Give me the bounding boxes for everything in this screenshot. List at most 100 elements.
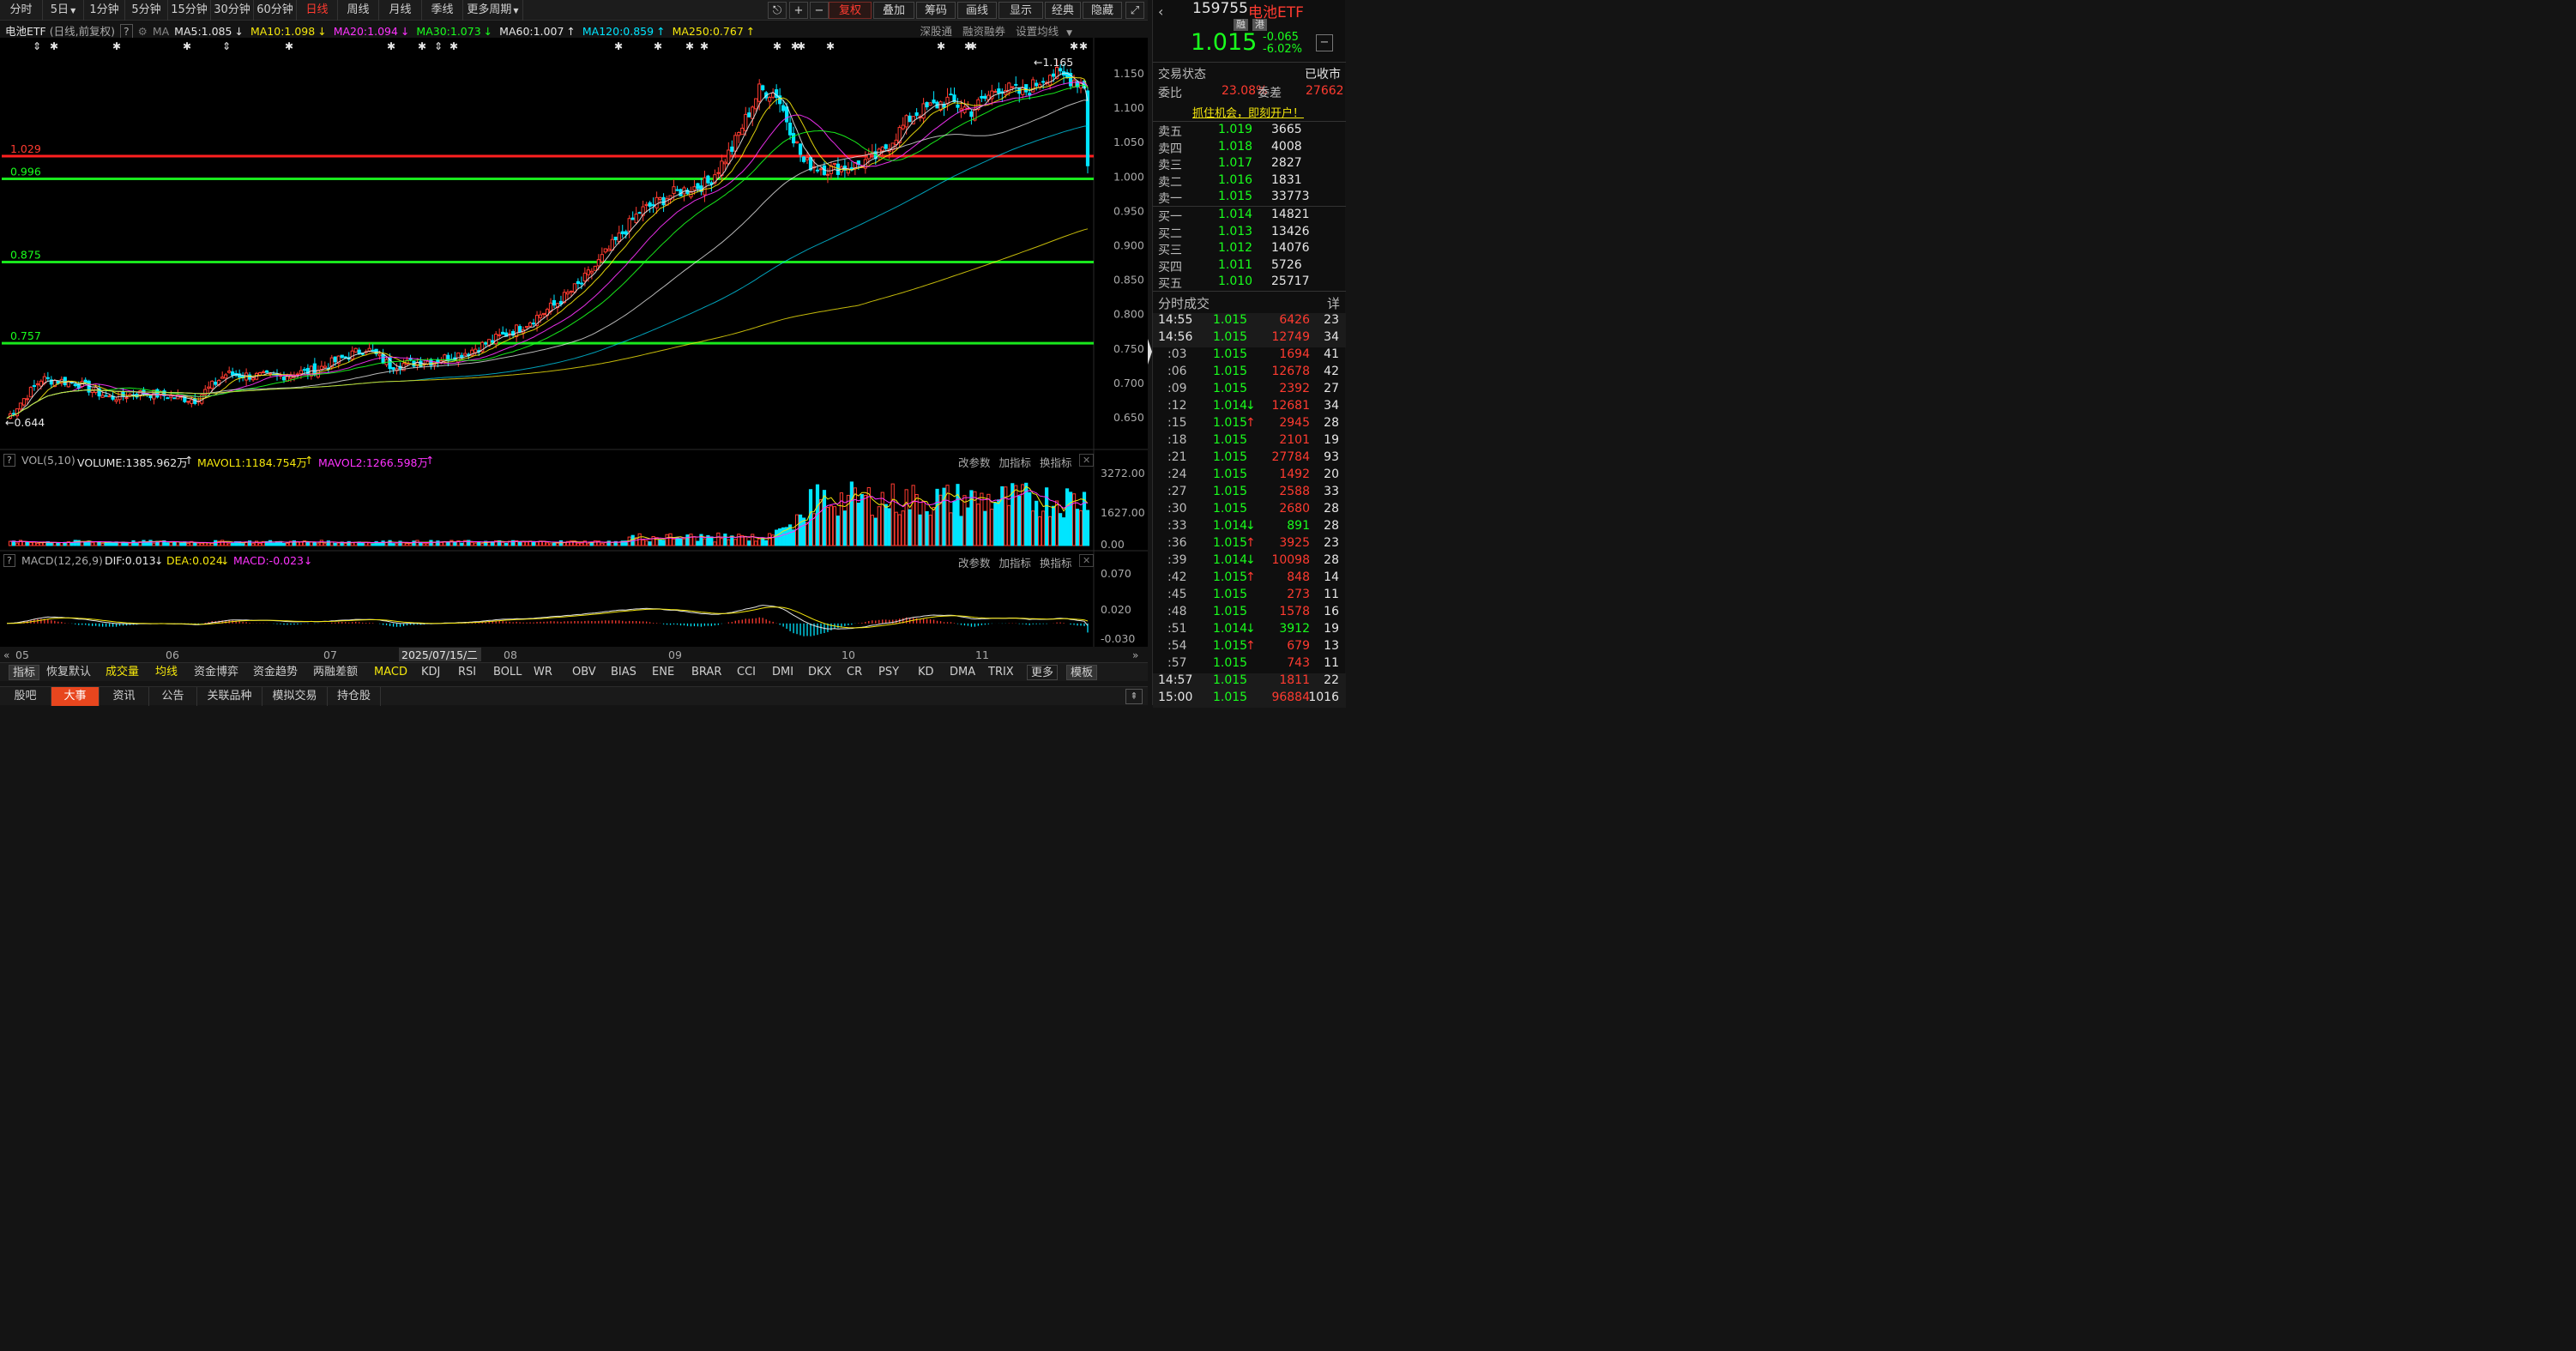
toolbar-hide-button[interactable]: 隐藏 bbox=[1083, 2, 1122, 19]
period-tab-10[interactable]: 季线 bbox=[422, 0, 463, 21]
volume-bars[interactable] bbox=[8, 481, 1090, 546]
period-tab-3[interactable]: 5分钟 bbox=[125, 0, 168, 21]
candlesticks[interactable] bbox=[8, 59, 1090, 419]
minus-icon[interactable]: − bbox=[810, 2, 829, 19]
pane-link-2[interactable]: 换指标 bbox=[1040, 557, 1072, 570]
legend-link-2[interactable]: 设置均线 bbox=[1016, 25, 1059, 38]
event-marker[interactable]: ⇕ bbox=[33, 40, 41, 52]
event-marker[interactable]: ✱ bbox=[773, 40, 781, 52]
indicator-tab-19[interactable]: CR bbox=[847, 666, 863, 679]
chevron-down-icon[interactable]: ▼ bbox=[1066, 29, 1072, 38]
help-icon[interactable]: ? bbox=[3, 454, 15, 467]
event-marker[interactable]: ✱ bbox=[183, 40, 191, 52]
bid-row[interactable]: 买四 1.011 5726 bbox=[1153, 258, 1346, 275]
indicator-tab-18[interactable]: DKX bbox=[808, 666, 832, 679]
period-tab-9[interactable]: 月线 bbox=[379, 0, 422, 21]
event-marker[interactable]: ✱ bbox=[418, 40, 426, 52]
event-marker[interactable]: ✱ bbox=[614, 40, 623, 52]
period-tab-2[interactable]: 1分钟 bbox=[84, 0, 125, 21]
indicator-tab-12[interactable]: OBV bbox=[572, 666, 596, 679]
indicator-tab-7[interactable]: MACD bbox=[374, 666, 407, 679]
bottom-tab-4[interactable]: 关联品种 bbox=[197, 687, 262, 706]
event-marker[interactable]: ✱ bbox=[964, 40, 973, 52]
event-marker[interactable]: ✱ bbox=[700, 40, 709, 52]
indicator-tab-11[interactable]: WR bbox=[534, 666, 552, 679]
period-tab-8[interactable]: 周线 bbox=[338, 0, 379, 21]
close-icon[interactable]: ✕ bbox=[1079, 554, 1095, 567]
event-marker[interactable]: ⇕ bbox=[434, 40, 443, 52]
bottom-tab-0[interactable]: 股吧 bbox=[0, 687, 51, 706]
fullscreen-icon[interactable]: ⤢ bbox=[1125, 2, 1144, 19]
expand-icon[interactable]: ⇞ bbox=[1125, 689, 1143, 704]
bid-row[interactable]: 买三 1.012 14076 bbox=[1153, 241, 1346, 258]
toolbar-overlay-button[interactable]: 叠加 bbox=[873, 2, 914, 19]
minus-icon[interactable]: − bbox=[1316, 34, 1333, 51]
event-marker[interactable]: ✱ bbox=[826, 40, 835, 52]
bottom-tab-3[interactable]: 公告 bbox=[149, 687, 197, 706]
legend-link-1[interactable]: 融资融券 bbox=[962, 25, 1006, 38]
period-tab-6[interactable]: 60分钟 bbox=[254, 0, 297, 21]
bottom-tab-1[interactable]: 大事 bbox=[51, 687, 100, 706]
chevron-left-icon[interactable]: ‹ bbox=[1158, 3, 1164, 20]
bid-row[interactable]: 买一 1.014 14821 bbox=[1153, 208, 1346, 225]
indicator-tab-14[interactable]: ENE bbox=[652, 666, 675, 679]
event-marker[interactable]: ✱ bbox=[1079, 40, 1088, 52]
scroll-right-icon[interactable]: » bbox=[1132, 649, 1138, 661]
help-icon[interactable]: ? bbox=[3, 554, 15, 567]
pane-link-0[interactable]: 改参数 bbox=[958, 456, 991, 469]
ticks-list[interactable]: 14:55 1.015 6426 23 14:56 1.015 12749 34:03 1.01… bbox=[1153, 313, 1346, 708]
bid-row[interactable]: 买五 1.010 25717 bbox=[1153, 274, 1346, 292]
close-icon[interactable]: ✕ bbox=[1079, 454, 1095, 467]
event-marker[interactable]: ✱ bbox=[449, 40, 458, 52]
event-marker[interactable]: ✱ bbox=[387, 40, 395, 52]
indicator-tab-20[interactable]: PSY bbox=[878, 666, 900, 679]
event-marker[interactable]: ✱ bbox=[968, 40, 977, 52]
toolbar-draw-button[interactable]: 画线 bbox=[957, 2, 997, 19]
toolbar-fuquan-button[interactable]: 复权 bbox=[829, 2, 872, 19]
period-tab-0[interactable]: 分时 bbox=[0, 0, 43, 21]
bottom-tab-5[interactable]: 模拟交易 bbox=[262, 687, 328, 706]
ticks-detail-button[interactable]: 详 bbox=[1327, 296, 1341, 311]
ask-row[interactable]: 卖二 1.016 1831 bbox=[1153, 173, 1346, 190]
kline-chart[interactable]: 1.150 1.100 1.050 1.000 0.950 0.900 0.850 0.800… bbox=[0, 38, 1148, 664]
chart-area[interactable]: 1.150 1.100 1.050 1.000 0.950 0.900 0.850 0.800… bbox=[0, 38, 1148, 664]
bottom-tab-6[interactable]: 持仓股 bbox=[328, 687, 381, 706]
macd-histogram[interactable] bbox=[7, 617, 1089, 636]
event-marker[interactable]: ✱ bbox=[937, 40, 945, 52]
indicator-tab-5[interactable]: 资金趋势 bbox=[253, 666, 299, 679]
ask-row[interactable]: 卖五 1.019 3665 bbox=[1153, 123, 1346, 140]
event-marker[interactable]: ✱ bbox=[1070, 40, 1078, 52]
indicator-tab-16[interactable]: CCI bbox=[737, 666, 756, 679]
indicator-tab-13[interactable]: BIAS bbox=[611, 666, 636, 679]
toolbar-display-button[interactable]: 显示 bbox=[998, 2, 1043, 19]
help-icon[interactable]: ? bbox=[119, 24, 133, 39]
event-marker[interactable]: ✱ bbox=[112, 40, 121, 52]
indicator-tab-8[interactable]: KDJ bbox=[421, 666, 441, 679]
gear-icon[interactable]: ⚙ bbox=[137, 25, 148, 38]
indicator-tab-4[interactable]: 资金博弈 bbox=[194, 666, 239, 679]
period-tab-1[interactable]: 5日 ▼ bbox=[43, 0, 84, 21]
toolbar-chips-button[interactable]: 筹码 bbox=[916, 2, 956, 19]
pane-link-1[interactable]: 加指标 bbox=[998, 456, 1032, 469]
event-marker[interactable]: ✱ bbox=[654, 40, 662, 52]
ask-row[interactable]: 卖一 1.015 33773 bbox=[1153, 190, 1346, 208]
scroll-left-icon[interactable]: « bbox=[3, 649, 9, 661]
pane-link-0[interactable]: 改参数 bbox=[958, 557, 991, 570]
indicator-tab-22[interactable]: DMA bbox=[950, 666, 976, 679]
indicator-tab-9[interactable]: RSI bbox=[458, 666, 477, 679]
security-name[interactable]: 电池ETF bbox=[5, 25, 46, 38]
plus-icon[interactable]: + bbox=[789, 2, 808, 19]
indicator-tab-0[interactable]: 指标 bbox=[9, 665, 40, 680]
indicator-tab-21[interactable]: KD bbox=[918, 666, 934, 679]
indicator-tab-1[interactable]: 恢复默认 bbox=[46, 666, 92, 679]
event-marker[interactable]: ✱ bbox=[685, 40, 694, 52]
bid-row[interactable]: 买二 1.013 13426 bbox=[1153, 225, 1346, 242]
event-marker[interactable]: ✱ bbox=[50, 40, 58, 52]
period-tab-4[interactable]: 15分钟 bbox=[168, 0, 211, 21]
indicator-tab-24[interactable]: 更多 bbox=[1027, 665, 1059, 680]
period-tab-11[interactable]: 更多周期 ▼ bbox=[463, 0, 523, 21]
pane-link-1[interactable]: 加指标 bbox=[998, 557, 1032, 570]
legend-link-0[interactable]: 深股通 bbox=[920, 25, 953, 38]
indicator-tab-6[interactable]: 两融差额 bbox=[313, 666, 359, 679]
indicator-tab-3[interactable]: 均线 bbox=[155, 666, 178, 679]
